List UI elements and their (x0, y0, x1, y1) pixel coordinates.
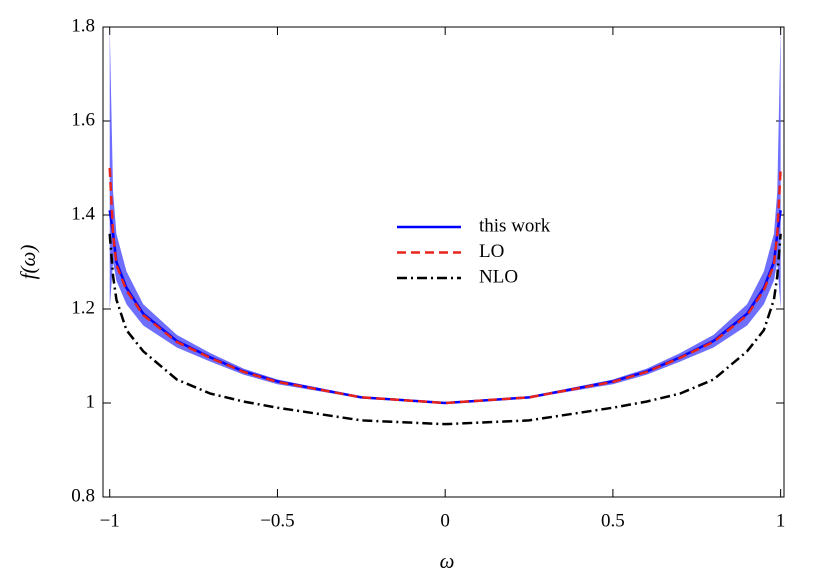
x-tick-label: −1 (100, 510, 120, 531)
legend-label: NLO (479, 266, 518, 287)
plot-frame (102, 26, 785, 498)
x-axis-title: ω (440, 549, 455, 573)
y-tick-label: 1.2 (71, 297, 95, 318)
series-line (108, 167, 782, 405)
y-tick-label: 1.8 (71, 15, 95, 36)
series-line (108, 233, 782, 426)
y-tick-label: 1.6 (71, 109, 95, 130)
series-line (108, 210, 782, 405)
legend-label: this work (479, 215, 551, 236)
x-tick-label: 0 (440, 510, 450, 531)
uncertainty-band (109, 27, 781, 404)
y-tick-label: 0.8 (71, 485, 95, 506)
x-tick-label: 0.5 (601, 510, 625, 531)
y-tick-label: 1 (86, 391, 96, 412)
x-tick-label: −0.5 (260, 510, 294, 531)
y-axis-title: f(ω) (16, 245, 40, 280)
x-tick-label: 1 (776, 510, 786, 531)
legend-label: LO (479, 241, 504, 262)
y-tick-label: 1.4 (71, 203, 95, 224)
